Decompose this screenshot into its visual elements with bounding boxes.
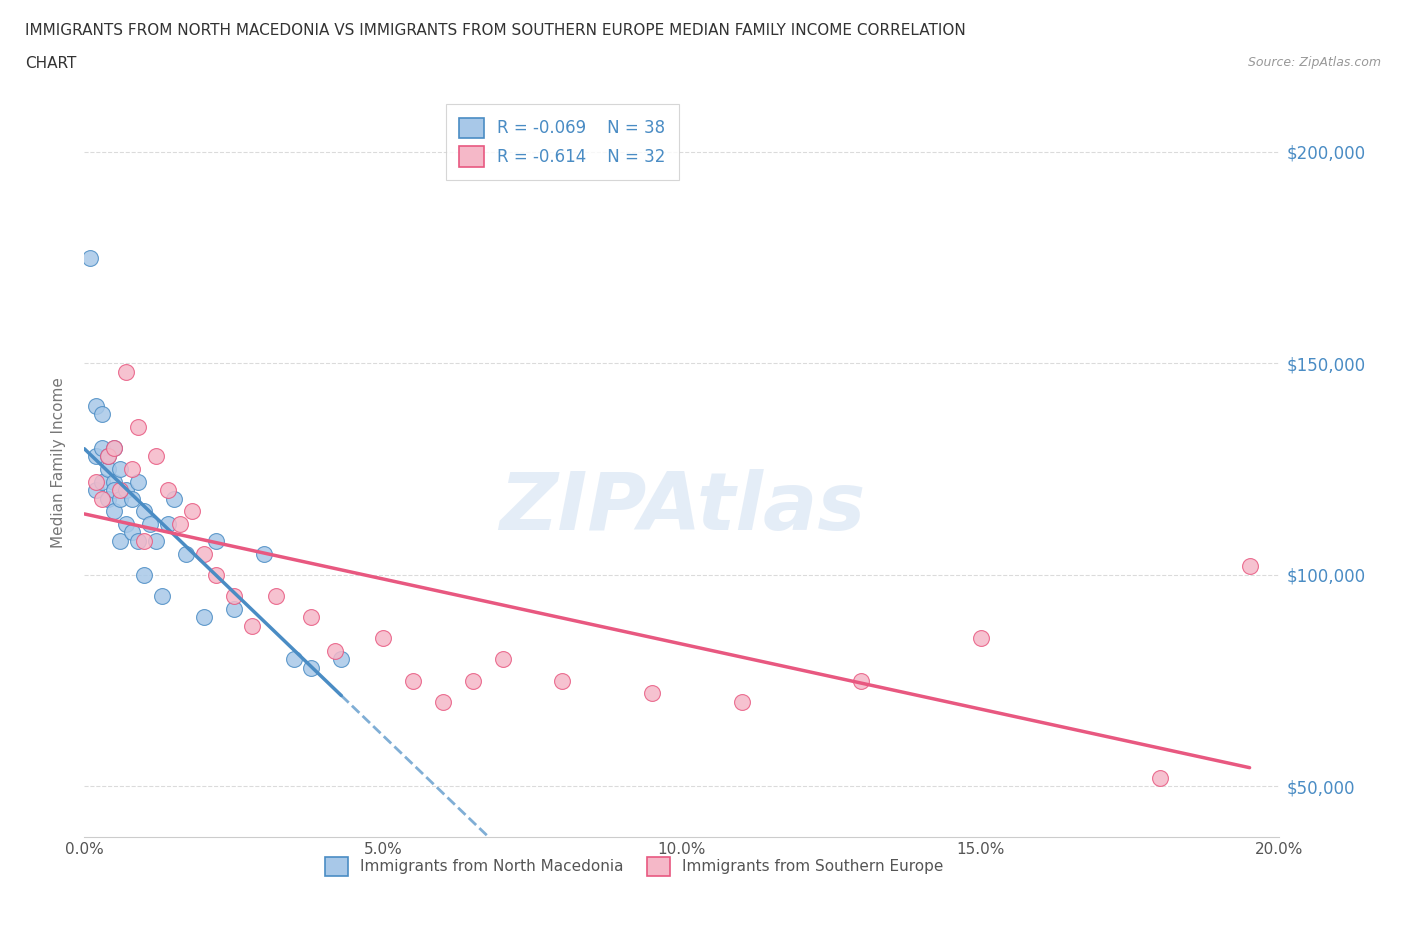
Point xyxy=(301,610,323,625)
Point xyxy=(115,483,138,498)
Point xyxy=(121,461,143,476)
Point xyxy=(492,652,515,667)
Point xyxy=(264,589,287,604)
Point xyxy=(1149,770,1171,785)
Legend: Immigrants from North Macedonia, Immigrants from Southern Europe: Immigrants from North Macedonia, Immigra… xyxy=(319,851,949,882)
Point xyxy=(157,516,180,531)
Point xyxy=(110,461,132,476)
Point xyxy=(86,474,108,489)
Point xyxy=(79,250,101,265)
Point xyxy=(115,365,138,379)
Point xyxy=(205,534,228,549)
Point xyxy=(551,673,574,688)
Text: Source: ZipAtlas.com: Source: ZipAtlas.com xyxy=(1247,56,1381,69)
Point xyxy=(86,449,108,464)
Point xyxy=(181,504,204,519)
Point xyxy=(121,525,143,540)
Point xyxy=(97,491,120,506)
Point xyxy=(103,474,125,489)
Point xyxy=(86,398,108,413)
Point xyxy=(91,406,114,421)
Point xyxy=(132,534,156,549)
Point xyxy=(174,546,197,561)
Point xyxy=(145,449,167,464)
Point xyxy=(373,631,395,645)
Point xyxy=(103,483,125,498)
Point xyxy=(325,644,347,658)
Point xyxy=(330,652,353,667)
Point xyxy=(157,483,180,498)
Point xyxy=(193,610,215,625)
Point xyxy=(132,504,156,519)
Point xyxy=(103,441,125,456)
Y-axis label: Median Family Income: Median Family Income xyxy=(51,378,66,548)
Text: IMMIGRANTS FROM NORTH MACEDONIA VS IMMIGRANTS FROM SOUTHERN EUROPE MEDIAN FAMILY: IMMIGRANTS FROM NORTH MACEDONIA VS IMMIG… xyxy=(25,23,966,38)
Point xyxy=(97,461,120,476)
Point xyxy=(222,589,245,604)
Point xyxy=(222,601,245,616)
Point xyxy=(432,694,454,709)
Point xyxy=(121,491,143,506)
Point xyxy=(1239,559,1261,574)
Point xyxy=(91,474,114,489)
Point xyxy=(641,685,664,700)
Point xyxy=(461,673,484,688)
Point xyxy=(115,516,138,531)
Point xyxy=(193,546,215,561)
Point xyxy=(127,534,149,549)
Point xyxy=(110,483,132,498)
Point xyxy=(169,516,191,531)
Point xyxy=(205,567,228,582)
Point xyxy=(150,589,173,604)
Point xyxy=(163,491,186,506)
Point xyxy=(851,673,873,688)
Point xyxy=(103,504,125,519)
Point xyxy=(240,618,263,633)
Point xyxy=(97,449,120,464)
Point xyxy=(127,419,149,434)
Point xyxy=(145,534,167,549)
Point xyxy=(110,491,132,506)
Point xyxy=(283,652,305,667)
Point xyxy=(253,546,276,561)
Point xyxy=(139,516,162,531)
Point xyxy=(110,534,132,549)
Text: CHART: CHART xyxy=(25,56,77,71)
Point xyxy=(91,441,114,456)
Point xyxy=(132,567,156,582)
Point xyxy=(402,673,425,688)
Point xyxy=(731,694,754,709)
Point xyxy=(97,449,120,464)
Point xyxy=(91,491,114,506)
Point xyxy=(127,474,149,489)
Text: ZIPAtlas: ZIPAtlas xyxy=(499,469,865,547)
Point xyxy=(301,660,323,675)
Point xyxy=(970,631,993,645)
Point xyxy=(103,441,125,456)
Point xyxy=(86,483,108,498)
